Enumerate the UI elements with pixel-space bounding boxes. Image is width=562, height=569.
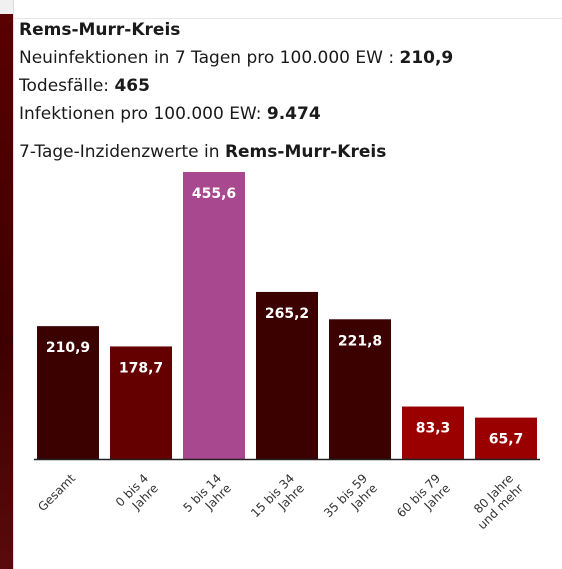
- map-edge-strip: [0, 0, 14, 569]
- incidence-label: Neuinfektionen in 7 Tagen pro 100.000 EW…: [19, 48, 395, 68]
- bar-1: [110, 346, 172, 459]
- infections-label: Infektionen pro 100.000 EW:: [19, 104, 262, 124]
- bar-value-label-3: 265,2: [265, 306, 309, 322]
- chart-title-prefix: 7-Tage-Inzidenzwerte in: [19, 142, 220, 162]
- top-divider: [13, 18, 562, 19]
- bar-0: [37, 326, 99, 459]
- bar-2: [183, 172, 245, 459]
- region-info-panel: Rems-Murr-Kreis Neuinfektionen in 7 Tage…: [19, 20, 453, 124]
- bar-5: [402, 406, 464, 459]
- bar-value-label-0: 210,9: [46, 340, 90, 356]
- infections-line: Infektionen pro 100.000 EW: 9.474: [19, 104, 453, 124]
- x-tick-label-5: 60 bis 79Jahre: [394, 471, 453, 530]
- bar-6: [475, 417, 537, 459]
- bar-value-label-6: 65,7: [489, 432, 524, 448]
- x-tick-label-3: 15 bis 34Jahre: [248, 471, 307, 530]
- bar-value-label-5: 83,3: [416, 421, 451, 437]
- x-tick-label-0: Gesamt: [35, 471, 78, 514]
- deaths-value: 465: [114, 76, 150, 96]
- deaths-line: Todesfälle: 465: [19, 76, 453, 96]
- chart-title: 7-Tage-Inzidenzwerte in Rems-Murr-Kreis: [19, 142, 386, 162]
- bar-3: [256, 291, 318, 459]
- x-tick-label-2: 5 bis 14Jahre: [180, 471, 234, 525]
- bar-value-label-1: 178,7: [119, 360, 163, 376]
- x-tick-label-1: 0 bis 4Jahre: [113, 471, 161, 519]
- incidence-line: Neuinfektionen in 7 Tagen pro 100.000 EW…: [19, 48, 453, 68]
- region-title: Rems-Murr-Kreis: [19, 20, 181, 40]
- chart-title-region: Rems-Murr-Kreis: [224, 142, 387, 162]
- bar-value-label-4: 221,8: [338, 333, 382, 349]
- incidence-value: 210,9: [399, 48, 454, 68]
- bar-4: [329, 319, 391, 459]
- bar-value-label-2: 455,6: [192, 186, 236, 202]
- deaths-label: Todesfälle:: [19, 76, 110, 96]
- x-tick-label-6: 80 Jahreund mehr: [465, 471, 526, 532]
- infections-value: 9.474: [266, 104, 321, 124]
- x-tick-label-4: 35 bis 59Jahre: [321, 471, 380, 530]
